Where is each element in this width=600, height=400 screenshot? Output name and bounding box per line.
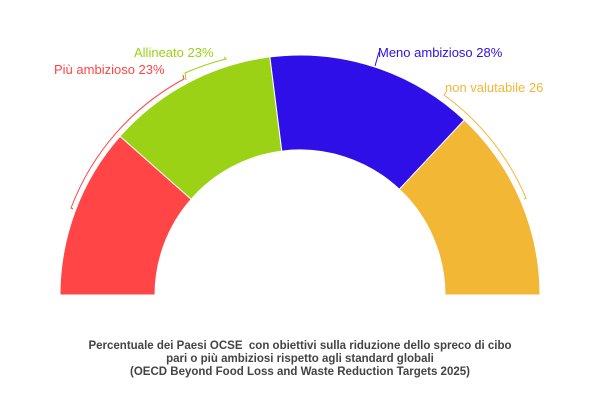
- segment-non-valutabile[interactable]: [398, 119, 541, 296]
- caption-line-2: pari o più ambiziosi rispetto agli stand…: [166, 353, 434, 365]
- label-non-valutabile: non valutabile 26: [445, 80, 543, 95]
- label-allineato: Allineato 23%: [134, 45, 214, 60]
- leader-line-piu-ambizioso: [70, 74, 185, 210]
- label-meno-ambizioso: Meno ambizioso 28%: [378, 45, 503, 60]
- caption-line-1: Percentuale dei Paesi OCSE con obiettivi…: [88, 340, 512, 352]
- caption-line-3: (OECD Beyond Food Loss and Waste Reducti…: [130, 366, 470, 378]
- chart-caption: Percentuale dei Paesi OCSE con obiettivi…: [0, 340, 600, 379]
- leader-line-non-valutabile: [443, 91, 527, 200]
- label-piu-ambizioso: Più ambizioso 23%: [54, 62, 165, 77]
- leader-line-meno-ambizioso: [374, 51, 380, 67]
- leader-line-allineato: [184, 56, 227, 81]
